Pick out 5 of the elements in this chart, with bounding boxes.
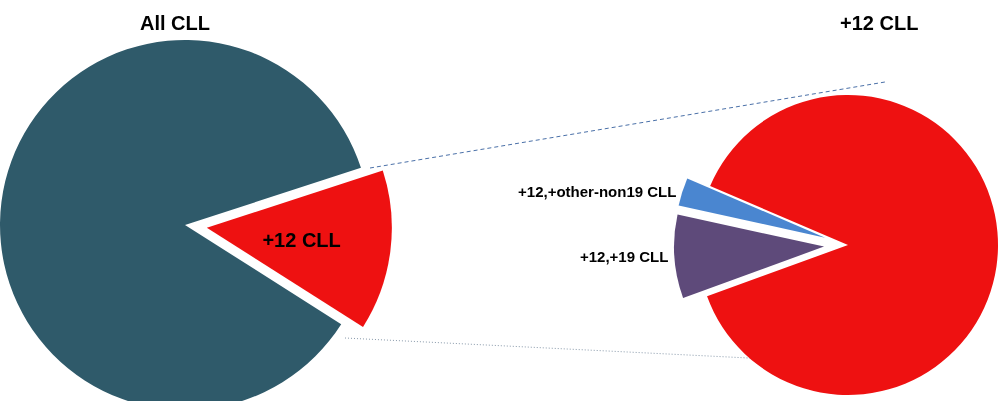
slice-label: +12,+other-non19 CLL [518, 182, 677, 200]
chart-title: +12 CLL [840, 12, 919, 34]
slice-label: +12 CLL [262, 228, 341, 251]
slice-label: +12,+19 CLL [580, 248, 669, 266]
chart-title: All CLL [140, 12, 210, 34]
